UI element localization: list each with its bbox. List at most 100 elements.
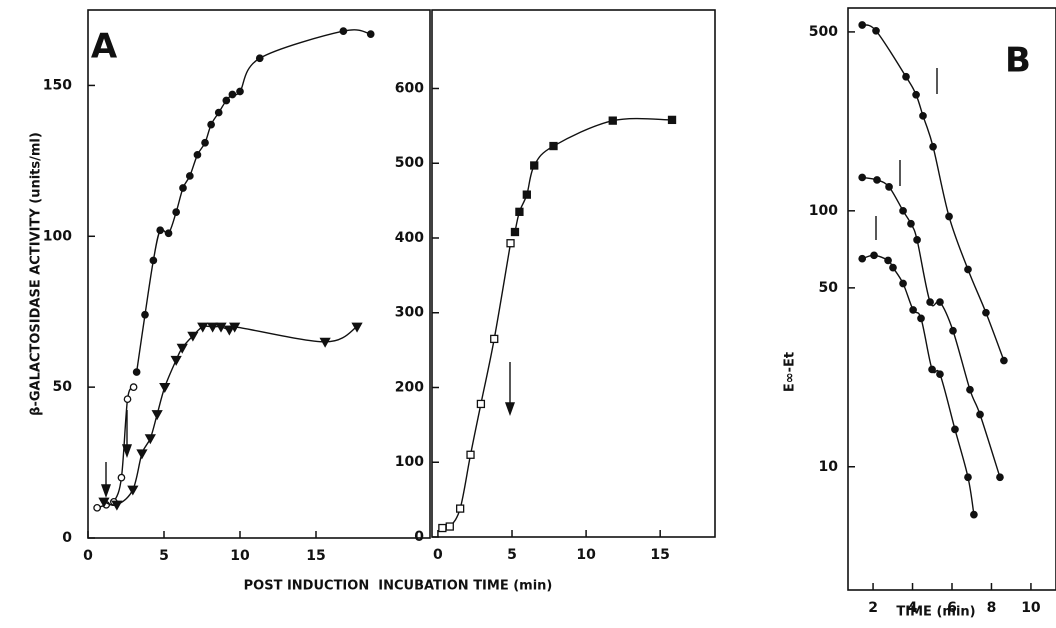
data-point	[917, 314, 925, 323]
data-point	[98, 497, 110, 508]
x-axis-label: TIME (min)	[896, 605, 975, 620]
data-point	[197, 322, 209, 333]
data-point	[902, 72, 910, 81]
data-point	[964, 265, 972, 274]
y-tick-label: 100	[43, 228, 72, 244]
data-point	[1000, 356, 1008, 365]
y-tick-label: 200	[395, 379, 424, 395]
data-point	[172, 208, 181, 216]
data-point	[936, 370, 944, 379]
data-point	[156, 226, 165, 235]
data-point	[127, 485, 139, 496]
x-tick-label: 6	[947, 600, 957, 616]
data-point	[136, 449, 148, 460]
y-axis-label: E∞-Et	[783, 352, 798, 392]
data-point	[928, 365, 936, 374]
data-point	[187, 331, 199, 342]
arrow-head	[122, 444, 132, 459]
y-tick-label: 500	[395, 155, 424, 171]
data-point	[858, 21, 867, 29]
data-point	[873, 176, 881, 184]
y-tick-label: 500	[809, 24, 838, 40]
y-tick-label: 100	[395, 454, 424, 470]
fit-curve	[862, 176, 1001, 478]
fit-curve	[861, 24, 1005, 361]
x-tick-label: 10	[1021, 600, 1041, 616]
x-tick-label: 10	[576, 547, 596, 563]
y-tick-label: 100	[809, 203, 838, 219]
data-point	[141, 310, 149, 319]
data-point	[667, 115, 677, 125]
x-tick-label: 0	[83, 548, 93, 564]
data-point	[176, 343, 188, 354]
data-point	[899, 279, 907, 288]
data-point	[608, 116, 617, 125]
x-tick-label: 5	[507, 547, 517, 563]
data-point	[909, 306, 917, 314]
panel-label: B	[1005, 41, 1031, 81]
x-tick-label: 8	[987, 600, 997, 616]
data-point	[144, 434, 156, 445]
data-point	[506, 239, 515, 248]
plot-frame	[431, 9, 716, 538]
data-point	[490, 334, 499, 344]
data-point	[123, 395, 132, 404]
data-point	[228, 90, 237, 99]
data-point	[222, 96, 231, 105]
data-point	[964, 473, 972, 482]
data-point	[207, 322, 219, 333]
data-point	[951, 425, 959, 434]
data-point	[907, 219, 915, 228]
data-point	[214, 108, 223, 117]
data-point	[982, 308, 990, 317]
y-tick-label: 300	[395, 305, 424, 321]
data-point	[215, 322, 227, 333]
data-point	[970, 510, 978, 519]
data-point	[456, 504, 465, 513]
x-tick-label: 15	[306, 548, 325, 564]
y-tick-label: 50	[819, 280, 839, 296]
data-point	[117, 473, 126, 482]
data-point	[929, 142, 937, 151]
data-point	[129, 383, 138, 391]
data-point	[872, 26, 880, 35]
data-point	[445, 522, 454, 531]
panel-label: A	[91, 27, 118, 67]
y-axis-label: β-GALACTOSIDASE ACTIVITY (units/ml)	[29, 132, 44, 416]
data-point	[884, 256, 892, 265]
data-point	[885, 183, 893, 191]
data-point	[510, 227, 520, 237]
data-point	[936, 298, 944, 306]
data-point	[111, 500, 123, 511]
data-point	[229, 322, 241, 333]
data-point	[351, 322, 363, 333]
y-tick-label: 400	[395, 230, 424, 246]
data-point	[919, 111, 927, 120]
x-tick-label: 15	[650, 547, 669, 563]
data-point	[93, 503, 101, 512]
data-point	[236, 87, 244, 96]
data-point	[466, 450, 475, 459]
data-point	[522, 190, 531, 199]
data-point	[549, 141, 558, 151]
data-point	[438, 523, 447, 533]
data-point	[170, 355, 182, 366]
annotation-arrows	[101, 68, 938, 499]
data-point	[858, 173, 867, 182]
fit-curve	[442, 243, 512, 530]
arrow-head	[505, 402, 515, 417]
data-point	[966, 385, 974, 394]
y-tick-label: 600	[395, 80, 424, 96]
data-point	[912, 90, 920, 99]
data-point	[319, 337, 331, 348]
data-point	[255, 54, 264, 63]
y-tick-label: 150	[43, 77, 72, 93]
fit-curve	[861, 254, 975, 515]
fit-curve	[103, 325, 358, 506]
fit-curve	[135, 29, 371, 373]
data-point	[889, 263, 897, 272]
data-point	[179, 184, 187, 192]
data-point	[201, 138, 209, 147]
